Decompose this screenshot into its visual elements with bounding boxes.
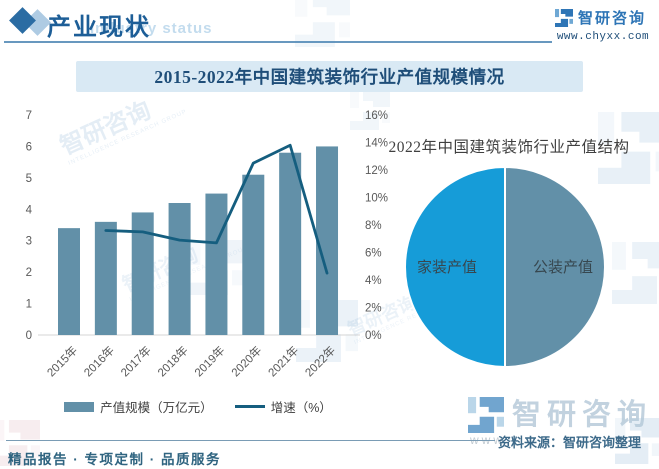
bar-2015年 xyxy=(58,228,80,335)
data-source: 资料来源：智研咨询整理 xyxy=(498,435,642,450)
right-axis-tick: 4% xyxy=(365,275,382,287)
legend-line-swatch-icon xyxy=(234,405,265,408)
right-axis-tick: 6% xyxy=(365,248,382,260)
x-axis-label: 2015年 xyxy=(44,343,80,379)
bar-2021年 xyxy=(279,152,302,335)
legend-bar-swatch-icon xyxy=(64,401,95,412)
header-divider xyxy=(4,41,552,43)
chart-title: 2015-2022年中国建筑装饰行业产值规模情况 xyxy=(154,67,505,87)
x-axis-label: 2021年 xyxy=(265,343,301,379)
pie-slice-label: 家装产值 xyxy=(417,259,477,276)
x-axis-label: 2019年 xyxy=(191,343,227,379)
brand-logo-icon xyxy=(555,8,573,27)
left-axis-tick: 3 xyxy=(26,236,32,248)
watermark-logo-icon xyxy=(612,242,659,304)
left-axis-tick: 7 xyxy=(26,110,32,122)
footer-brand-name: 智研咨询 xyxy=(512,399,653,431)
right-axis-tick: 10% xyxy=(365,193,388,205)
legend-bar-label: 产值规模（万亿元） xyxy=(100,401,213,415)
page-title: 产业现状 xyxy=(47,15,151,41)
x-axis-label: 2020年 xyxy=(228,343,264,379)
right-axis-tick: 12% xyxy=(365,165,388,177)
combo-chart: 0 1 2 3 4 5 6 7 0% 2% 4% 6% 8% 10% 12% 14% 16% 2015年 2016年… xyxy=(26,110,388,379)
bar-2019年 xyxy=(205,193,228,335)
footer-brand-logo-icon xyxy=(468,397,504,433)
right-axis-tick: 16% xyxy=(365,110,388,122)
left-axis-tick: 4 xyxy=(26,204,33,216)
footer-divider xyxy=(6,440,495,441)
right-axis-tick: 2% xyxy=(365,303,382,315)
bar-2018年 xyxy=(168,203,191,335)
pie-slice-label: 公装产值 xyxy=(533,259,593,276)
bar-2022年 xyxy=(316,146,339,335)
footer-tagline: 精品报告 · 专项定制 · 品质服务 xyxy=(8,452,221,467)
bar-2016年 xyxy=(94,221,117,335)
brand-url: www.chyxx.com xyxy=(556,31,650,43)
x-axis-label: 2016年 xyxy=(81,343,117,379)
right-axis-tick: 14% xyxy=(365,138,388,150)
pie-chart-title: 2022年中国建筑装饰行业产值结构 xyxy=(388,139,630,156)
left-axis-tick: 5 xyxy=(26,173,32,185)
pie-slice-公装产值 xyxy=(504,166,606,368)
x-axis-label: 2018年 xyxy=(155,343,191,379)
growth-line xyxy=(104,143,329,275)
legend-line-label: 增速（%） xyxy=(270,401,332,415)
brand-block: 智研咨询 www.chyxx.com xyxy=(555,7,651,43)
left-axis-tick: 1 xyxy=(26,299,32,311)
footer-brand-watermark: 智研咨询 xyxy=(468,397,652,433)
chart-title-banner: 2015-2022年中国建筑装饰行业产值规模情况 xyxy=(76,61,583,92)
pie-chart: 家装产值 公装产值 xyxy=(404,166,606,368)
chart-legend: 产值规模（万亿元） 增速（%） xyxy=(20,397,376,416)
x-axis-label: 2022年 xyxy=(302,343,338,379)
pie-slice-家装产值 xyxy=(404,166,506,368)
watermark-logo-icon xyxy=(295,0,350,47)
left-axis-tick: 2 xyxy=(26,267,32,279)
right-axis-tick: 8% xyxy=(365,220,382,232)
legend-item-bar: 产值规模（万亿元） xyxy=(64,397,213,416)
right-axis-tick: 0% xyxy=(365,330,382,342)
left-axis-tick: 0 xyxy=(26,330,32,342)
brand-name: 智研咨询 xyxy=(578,10,647,27)
header-watermark-text: Industry status xyxy=(90,20,213,37)
legend-item-line: 增速（%） xyxy=(234,397,332,416)
left-axis-tick: 6 xyxy=(26,141,32,153)
x-axis-label: 2017年 xyxy=(118,343,154,379)
bar-2020年 xyxy=(242,174,265,335)
bar-2017年 xyxy=(131,212,154,335)
